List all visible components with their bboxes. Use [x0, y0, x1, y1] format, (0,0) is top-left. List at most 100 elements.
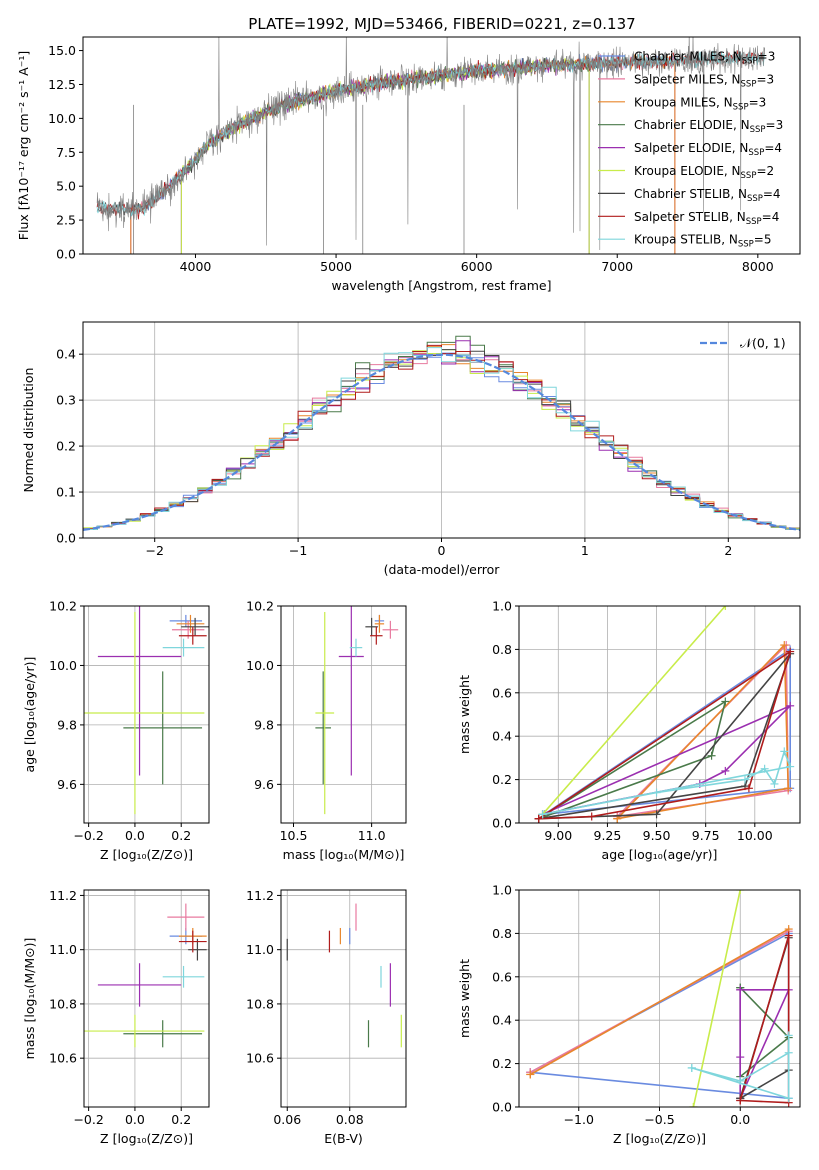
x-tick-label: −0.2	[73, 828, 103, 843]
legend: Chabrier MILES, NSSP=3 Salpeter MILES, NS…	[598, 50, 783, 250]
axes-frame	[280, 889, 407, 1108]
plot-area-age_vs_mass	[315, 606, 399, 815]
legend-label: Chabrier STELIB, NSSP=4	[634, 187, 781, 204]
weight-line-kroupa-stelib	[691, 1034, 790, 1100]
x-tick-label: 0.0	[125, 828, 145, 843]
y-tick-label: 2.5	[56, 213, 76, 228]
y-tick-label: 10.0	[49, 658, 77, 673]
y-tick-label: 0.0	[56, 247, 76, 262]
x-tick-label: 0.2	[171, 1112, 191, 1127]
panel-age_vs_mass: 10.5 11.0 9.6 9.8 10.0 10.2 mass [log₁₀(M/M⊙)]	[246, 599, 407, 862]
plot-area-mass_vs_Z	[84, 903, 207, 1048]
y-axis-label: Normed distribution	[21, 368, 36, 493]
weight-line-kroupa-miles	[616, 644, 789, 820]
x-axis-label: wavelength [Angstrom, rest frame]	[331, 278, 551, 293]
y-tick-label: 1.0	[492, 599, 512, 614]
y-tick-label: 10.6	[246, 1051, 274, 1066]
legend: 𝒩(0, 1)	[700, 336, 786, 351]
legend-label: Salpeter MILES, NSSP=3	[634, 72, 774, 89]
legend-label: Kroupa MILES, NSSP=3	[634, 95, 766, 112]
y-tick-label: 11.2	[49, 888, 77, 903]
x-tick-label: 4000	[180, 259, 212, 274]
y-tick-label: 10.6	[49, 1051, 77, 1066]
x-tick-label: 0.0	[730, 1112, 750, 1127]
x-axis-label: Z [log₁₀(Z/Z⊙)]	[613, 1131, 706, 1146]
y-tick-label: 10.2	[246, 599, 274, 614]
y-tick-label: 9.8	[57, 717, 77, 732]
y-tick-label: 0.2	[56, 439, 76, 454]
x-tick-label: 8000	[742, 259, 774, 274]
y-tick-label: 10.8	[49, 996, 77, 1011]
x-tick-label: 1	[581, 543, 589, 558]
data-spectrum	[96, 37, 765, 251]
axes-frame	[280, 605, 407, 824]
axes-frame	[83, 605, 210, 824]
panel-age_vs_Z: −0.2 0.0 0.2 9.6 9.8 10.0 10.2 Z [log₁₀(Z/Z⊙)] a…	[22, 599, 210, 862]
y-tick-label: 10.0	[246, 658, 274, 673]
panel-mass_vs_Z: −0.2 0.0 0.2 10.6 10.8 11.0 11.2 Z [log₁₀(Z/Z⊙)…	[22, 888, 210, 1146]
x-tick-label: 9.50	[643, 828, 671, 843]
y-tick-label: 11.2	[246, 888, 274, 903]
y-tick-label: 0.2	[492, 1056, 512, 1071]
x-tick-label: 0	[438, 543, 446, 558]
x-tick-label: 10.00	[737, 828, 773, 843]
x-tick-label: 5000	[320, 259, 352, 274]
y-tick-label: 9.6	[57, 777, 77, 792]
y-tick-label: 0.1	[56, 485, 76, 500]
x-axis-label: Z [log₁₀(Z/Z⊙)]	[100, 847, 193, 862]
x-tick-label: −2	[145, 543, 163, 558]
weight-line-kroupa-stelib	[542, 750, 791, 816]
y-tick-label: 0.8	[492, 926, 512, 941]
y-tick-label: 7.5	[56, 145, 76, 160]
plot-area-massweight_vs_age	[534, 606, 795, 823]
legend-label: 𝒩(0, 1)	[740, 336, 786, 351]
x-tick-label: 9.75	[692, 828, 720, 843]
plot-area-mass_vs_ebv	[286, 903, 402, 1048]
axes-frame	[82, 36, 801, 255]
x-tick-label: 0.06	[273, 1112, 301, 1127]
y-axis-label: age [log₁₀(age/yr)]	[22, 657, 37, 773]
x-tick-label: 6000	[461, 259, 493, 274]
y-axis-label: Flux [fλ10⁻¹⁷ erg cm⁻² s⁻¹ A⁻¹]	[16, 51, 31, 240]
x-tick-label: 0.0	[125, 1112, 145, 1127]
legend-label: Salpeter STELIB, NSSP=4	[634, 210, 779, 227]
x-tick-label: 10.5	[280, 828, 308, 843]
y-tick-label: 15.0	[48, 43, 76, 58]
x-axis-label: (data-model)/error	[384, 562, 501, 577]
y-tick-label: 10.0	[48, 111, 76, 126]
panel-spectrum: 4000 5000 6000 7000 8000 0.0 2.5 5.0 7.5 10.0 12.5…	[16, 36, 801, 293]
weight-line-chabrier-elodie	[538, 700, 727, 820]
y-tick-label: 9.8	[254, 717, 274, 732]
y-tick-label: 0.4	[492, 1013, 512, 1028]
y-axis-label: mass [log₁₀(M/M⊙)]	[22, 938, 37, 1060]
plot-area-age_vs_Z	[84, 606, 209, 815]
axes-frame	[518, 605, 801, 824]
y-tick-label: 0.4	[492, 729, 512, 744]
y-tick-label: 10.2	[49, 599, 77, 614]
x-tick-label: −0.5	[644, 1112, 674, 1127]
panel-massweight_vs_age: 9.00 9.25 9.50 9.75 10.00 0.0 0.2 0.4 0.6 0.8 1.0 a…	[457, 599, 801, 862]
y-axis-label: mass weight	[457, 959, 472, 1038]
y-tick-label: 10.8	[246, 996, 274, 1011]
weight-line-kroupa-elodie	[692, 890, 741, 1107]
figure-title: PLATE=1992, MJD=53466, FIBERID=0221, z=0…	[248, 15, 635, 33]
x-tick-label: 9.00	[544, 828, 572, 843]
legend-label: Chabrier MILES, NSSP=3	[634, 50, 775, 67]
plot-area-massweight_vs_Z	[526, 890, 793, 1107]
x-tick-label: 0.08	[336, 1112, 364, 1127]
x-tick-label: 0.2	[171, 828, 191, 843]
x-axis-label: mass [log₁₀(M/M⊙)]	[283, 847, 405, 862]
x-axis-label: age [log₁₀(age/yr)]	[602, 847, 718, 862]
weight-line-kroupa-elodie	[541, 606, 727, 815]
y-tick-label: 11.0	[246, 942, 274, 957]
legend-label: Chabrier ELODIE, NSSP=3	[634, 118, 783, 135]
plot-area-residual_histogram	[83, 335, 800, 531]
y-tick-label: 0.4	[56, 347, 76, 362]
x-axis-label: E(B-V)	[324, 1131, 363, 1146]
y-axis-label: mass weight	[457, 675, 472, 754]
x-tick-label: 2	[724, 543, 732, 558]
x-tick-label: 11.0	[358, 828, 386, 843]
x-tick-label: 9.25	[594, 828, 622, 843]
y-tick-label: 0.0	[56, 531, 76, 546]
